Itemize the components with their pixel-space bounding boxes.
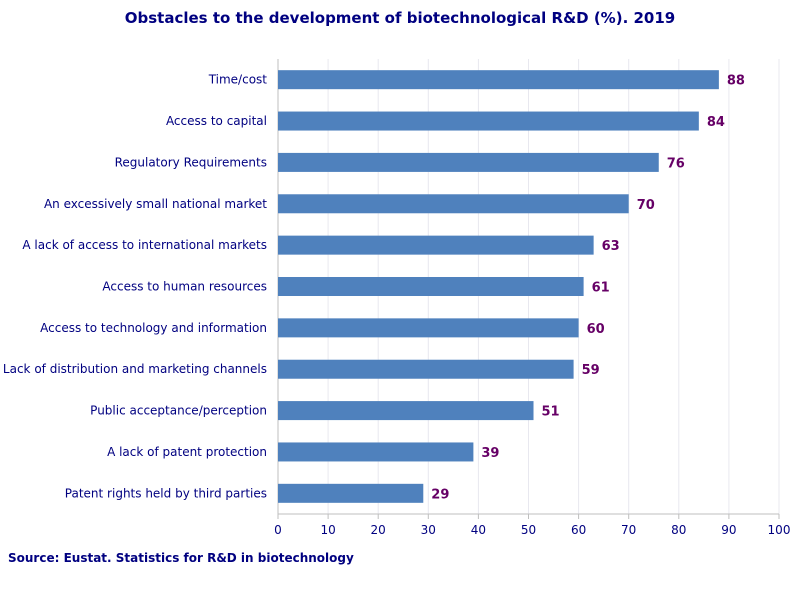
category-label: Patent rights held by third parties bbox=[65, 486, 267, 500]
value-label: 59 bbox=[582, 363, 600, 378]
category-label: Access to technology and information bbox=[40, 321, 267, 335]
category-label: A lack of patent protection bbox=[107, 445, 267, 459]
x-tick-label: 100 bbox=[768, 523, 791, 537]
category-label: Time/cost bbox=[208, 73, 268, 87]
bar bbox=[278, 111, 699, 131]
bar bbox=[278, 359, 574, 379]
x-tick-label: 10 bbox=[320, 523, 335, 537]
value-label: 76 bbox=[667, 156, 685, 171]
source-note: Source: Eustat. Statistics for R&D in bi… bbox=[8, 551, 354, 565]
bar bbox=[278, 194, 629, 214]
bar bbox=[278, 70, 719, 90]
value-label: 63 bbox=[602, 239, 620, 254]
category-label: Access to human resources bbox=[102, 280, 267, 294]
value-label: 61 bbox=[592, 281, 610, 296]
x-tick-label: 50 bbox=[521, 523, 536, 537]
bar bbox=[278, 152, 659, 172]
value-label: 51 bbox=[542, 405, 560, 420]
x-tick-label: 0 bbox=[274, 523, 282, 537]
bar bbox=[278, 401, 534, 421]
category-label: Lack of distribution and marketing chann… bbox=[3, 362, 267, 376]
x-tick-label: 80 bbox=[671, 523, 686, 537]
x-tick-label: 30 bbox=[421, 523, 436, 537]
value-label: 29 bbox=[431, 487, 449, 502]
x-tick-label: 40 bbox=[471, 523, 486, 537]
value-label: 84 bbox=[707, 115, 725, 130]
value-label: 88 bbox=[727, 74, 745, 89]
category-label: A lack of access to international market… bbox=[22, 238, 267, 252]
value-label: 39 bbox=[481, 446, 499, 461]
x-tick-label: 90 bbox=[721, 523, 736, 537]
category-label: Regulatory Requirements bbox=[115, 155, 267, 169]
x-tick-label: 20 bbox=[371, 523, 386, 537]
category-label: An excessively small national market bbox=[44, 197, 267, 211]
bar bbox=[278, 318, 579, 338]
bar bbox=[278, 235, 594, 255]
bars bbox=[278, 70, 719, 503]
x-tick-label: 70 bbox=[621, 523, 636, 537]
x-tick-label: 60 bbox=[571, 523, 586, 537]
labels: 0 10 20 30 40 50 60 70 80 90 100 Time/cost 88 Access … bbox=[3, 73, 791, 537]
value-label: 60 bbox=[587, 322, 605, 337]
category-label: Public acceptance/perception bbox=[90, 404, 267, 418]
chart-title: Obstacles to the development of biotechn… bbox=[124, 9, 676, 27]
value-label: 70 bbox=[637, 198, 655, 213]
category-label: Access to capital bbox=[166, 114, 267, 128]
bar bbox=[278, 483, 424, 503]
bar bbox=[278, 277, 584, 296]
bar bbox=[278, 442, 474, 462]
